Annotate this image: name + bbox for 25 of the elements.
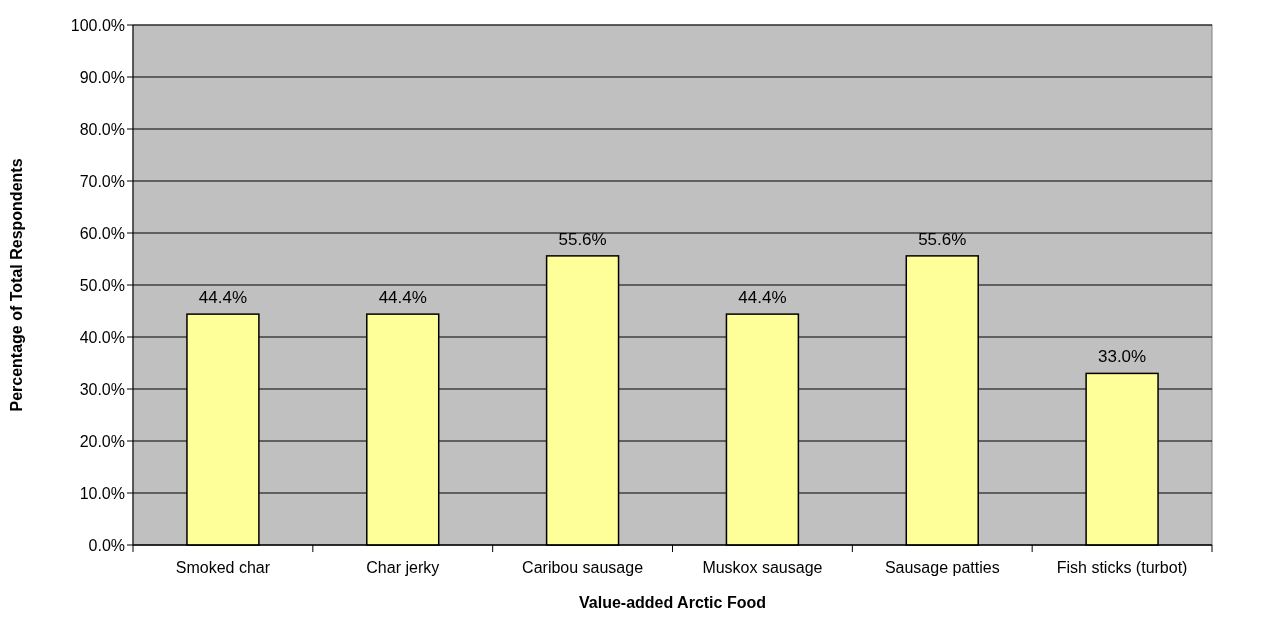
y-tick-label: 30.0% bbox=[79, 380, 125, 398]
x-tick-label: Fish sticks (turbot) bbox=[1056, 559, 1188, 576]
x-tick-label: Sausage patties bbox=[884, 559, 1000, 576]
y-tick-label: 70.0% bbox=[79, 172, 125, 190]
y-tick-label: 60.0% bbox=[79, 224, 125, 242]
y-tick-label: 40.0% bbox=[79, 328, 125, 346]
y-tick-label: 100.0% bbox=[70, 16, 125, 34]
y-tick-label: 10.0% bbox=[79, 484, 125, 502]
data-label: 44.4% bbox=[198, 288, 248, 308]
data-label: 55.6% bbox=[558, 229, 607, 249]
x-axis-title: Value-added Arctic Food bbox=[579, 594, 766, 611]
y-tick-label: 0.0% bbox=[88, 536, 125, 554]
data-label: 33.0% bbox=[1097, 347, 1147, 367]
x-tick-label: Char jerky bbox=[366, 559, 440, 576]
y-axis-title: Percentage of Total Respondents bbox=[8, 158, 25, 412]
x-tick-label: Caribou sausage bbox=[522, 559, 644, 576]
y-tick-label: 90.0% bbox=[79, 68, 125, 86]
data-label: 44.4% bbox=[738, 288, 787, 308]
y-tick-label: 20.0% bbox=[79, 432, 125, 450]
y-tick-label: 50.0% bbox=[79, 276, 125, 294]
x-tick-label: Muskox sausage bbox=[702, 559, 823, 576]
x-tick-label: Smoked char bbox=[175, 559, 271, 576]
data-label: 44.4% bbox=[378, 288, 427, 308]
data-label: 55.6% bbox=[918, 229, 967, 249]
y-tick-label: 80.0% bbox=[79, 120, 125, 138]
